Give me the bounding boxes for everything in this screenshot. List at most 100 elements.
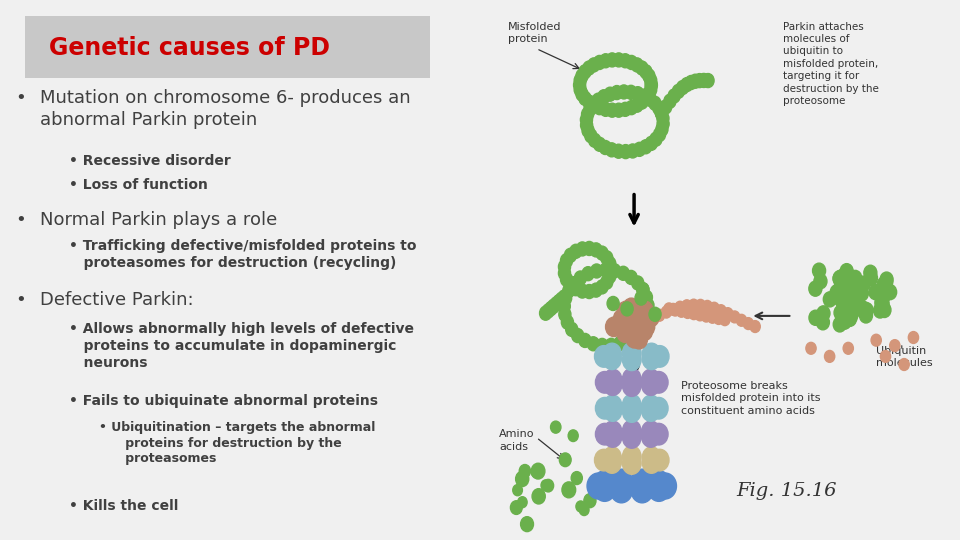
Circle shape xyxy=(864,271,877,286)
Circle shape xyxy=(596,246,608,260)
Circle shape xyxy=(836,278,850,293)
Circle shape xyxy=(576,87,588,101)
Circle shape xyxy=(550,297,563,311)
Circle shape xyxy=(622,315,639,335)
Text: • Allows abnormally high levels of defective
   proteins to accumulate in dopami: • Allows abnormally high levels of defec… xyxy=(69,322,414,370)
Circle shape xyxy=(656,106,667,120)
Circle shape xyxy=(682,300,692,312)
Circle shape xyxy=(859,308,873,323)
Text: Misfolded
protein: Misfolded protein xyxy=(509,22,562,44)
Circle shape xyxy=(594,346,613,367)
Circle shape xyxy=(604,87,616,101)
Circle shape xyxy=(629,325,646,344)
Circle shape xyxy=(625,271,637,285)
Circle shape xyxy=(645,83,657,97)
Circle shape xyxy=(603,447,621,469)
Circle shape xyxy=(664,303,674,315)
Circle shape xyxy=(875,295,888,310)
Circle shape xyxy=(638,89,650,103)
Circle shape xyxy=(568,430,578,442)
Circle shape xyxy=(869,285,882,300)
Circle shape xyxy=(596,339,609,353)
Circle shape xyxy=(844,311,856,326)
Circle shape xyxy=(636,282,649,296)
Circle shape xyxy=(520,517,534,531)
Circle shape xyxy=(559,307,571,321)
Circle shape xyxy=(656,106,667,120)
Circle shape xyxy=(564,248,577,262)
Circle shape xyxy=(840,264,853,279)
Circle shape xyxy=(641,395,660,417)
Circle shape xyxy=(879,275,893,290)
Circle shape xyxy=(830,285,843,300)
Circle shape xyxy=(641,369,660,391)
Circle shape xyxy=(603,421,622,443)
Circle shape xyxy=(519,464,531,477)
Circle shape xyxy=(603,400,622,421)
Circle shape xyxy=(579,65,591,79)
Circle shape xyxy=(621,302,634,316)
Circle shape xyxy=(584,494,596,508)
Circle shape xyxy=(645,78,658,92)
Circle shape xyxy=(683,307,693,319)
Circle shape xyxy=(642,298,654,312)
Circle shape xyxy=(648,313,658,325)
Circle shape xyxy=(876,296,889,312)
Circle shape xyxy=(660,100,672,114)
Circle shape xyxy=(588,473,610,499)
Circle shape xyxy=(672,84,684,98)
Circle shape xyxy=(845,296,857,312)
Circle shape xyxy=(845,283,858,298)
Circle shape xyxy=(645,73,657,87)
Circle shape xyxy=(840,287,853,302)
Circle shape xyxy=(606,317,622,336)
Circle shape xyxy=(619,145,632,159)
Circle shape xyxy=(627,144,638,158)
Circle shape xyxy=(636,95,648,109)
Circle shape xyxy=(716,305,726,316)
Circle shape xyxy=(588,97,600,111)
Circle shape xyxy=(605,263,617,277)
Circle shape xyxy=(570,282,582,296)
Circle shape xyxy=(636,282,649,296)
Circle shape xyxy=(654,127,665,141)
Circle shape xyxy=(689,74,702,88)
Circle shape xyxy=(877,278,890,293)
Circle shape xyxy=(642,348,660,369)
Circle shape xyxy=(581,118,592,132)
Circle shape xyxy=(532,489,545,504)
Circle shape xyxy=(713,313,724,325)
Circle shape xyxy=(605,338,617,352)
Circle shape xyxy=(511,501,522,515)
Circle shape xyxy=(617,266,630,280)
Circle shape xyxy=(559,266,570,280)
Circle shape xyxy=(605,263,617,277)
Circle shape xyxy=(516,471,529,487)
Circle shape xyxy=(845,308,857,323)
Circle shape xyxy=(619,102,632,116)
Circle shape xyxy=(899,359,909,370)
Circle shape xyxy=(622,420,641,442)
Circle shape xyxy=(584,102,596,116)
Circle shape xyxy=(840,284,853,299)
Circle shape xyxy=(625,56,637,70)
Circle shape xyxy=(645,78,658,92)
Circle shape xyxy=(579,333,591,347)
Circle shape xyxy=(574,73,587,87)
Circle shape xyxy=(883,285,897,300)
Circle shape xyxy=(588,337,599,351)
Circle shape xyxy=(550,421,561,433)
Circle shape xyxy=(723,308,732,320)
Circle shape xyxy=(631,58,643,72)
Circle shape xyxy=(638,317,655,336)
Text: •: • xyxy=(14,89,26,107)
Circle shape xyxy=(626,319,643,338)
Circle shape xyxy=(601,251,612,265)
Circle shape xyxy=(817,306,830,321)
Circle shape xyxy=(677,80,688,94)
Circle shape xyxy=(825,350,835,362)
Text: Fig. 15.16: Fig. 15.16 xyxy=(736,482,837,500)
Circle shape xyxy=(736,314,747,326)
Circle shape xyxy=(880,272,893,287)
Circle shape xyxy=(838,286,852,301)
